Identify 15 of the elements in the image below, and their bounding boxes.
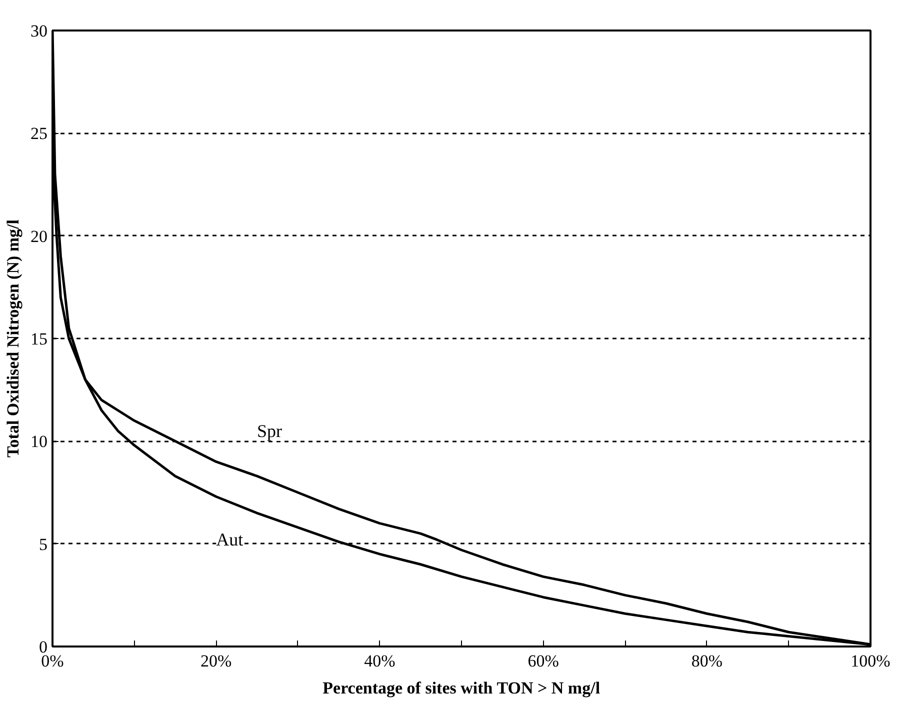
y-axis-title: Total Oxidised Nitrogen (N) mg/l (4, 219, 22, 458)
y-tick-label: 30 (30, 22, 48, 40)
y-tick-label: 10 (30, 432, 48, 452)
x-axis-title: Percentage of sites with TON > N mg/l (322, 678, 600, 698)
x-tick-label: 20% (200, 652, 232, 670)
x-tick-label: 80% (691, 652, 722, 670)
y-tick-label: 5 (39, 534, 48, 554)
series-label: Spr (257, 420, 282, 441)
y-tick-label: 25 (30, 124, 48, 144)
x-tick-label: 40% (364, 652, 396, 670)
series-label: Aut (216, 530, 244, 550)
y-tick-label: 15 (30, 330, 48, 348)
x-tick-label: 100% (850, 652, 890, 670)
x-tick-label: 60% (528, 652, 559, 670)
y-tick-label: 20 (30, 226, 48, 246)
